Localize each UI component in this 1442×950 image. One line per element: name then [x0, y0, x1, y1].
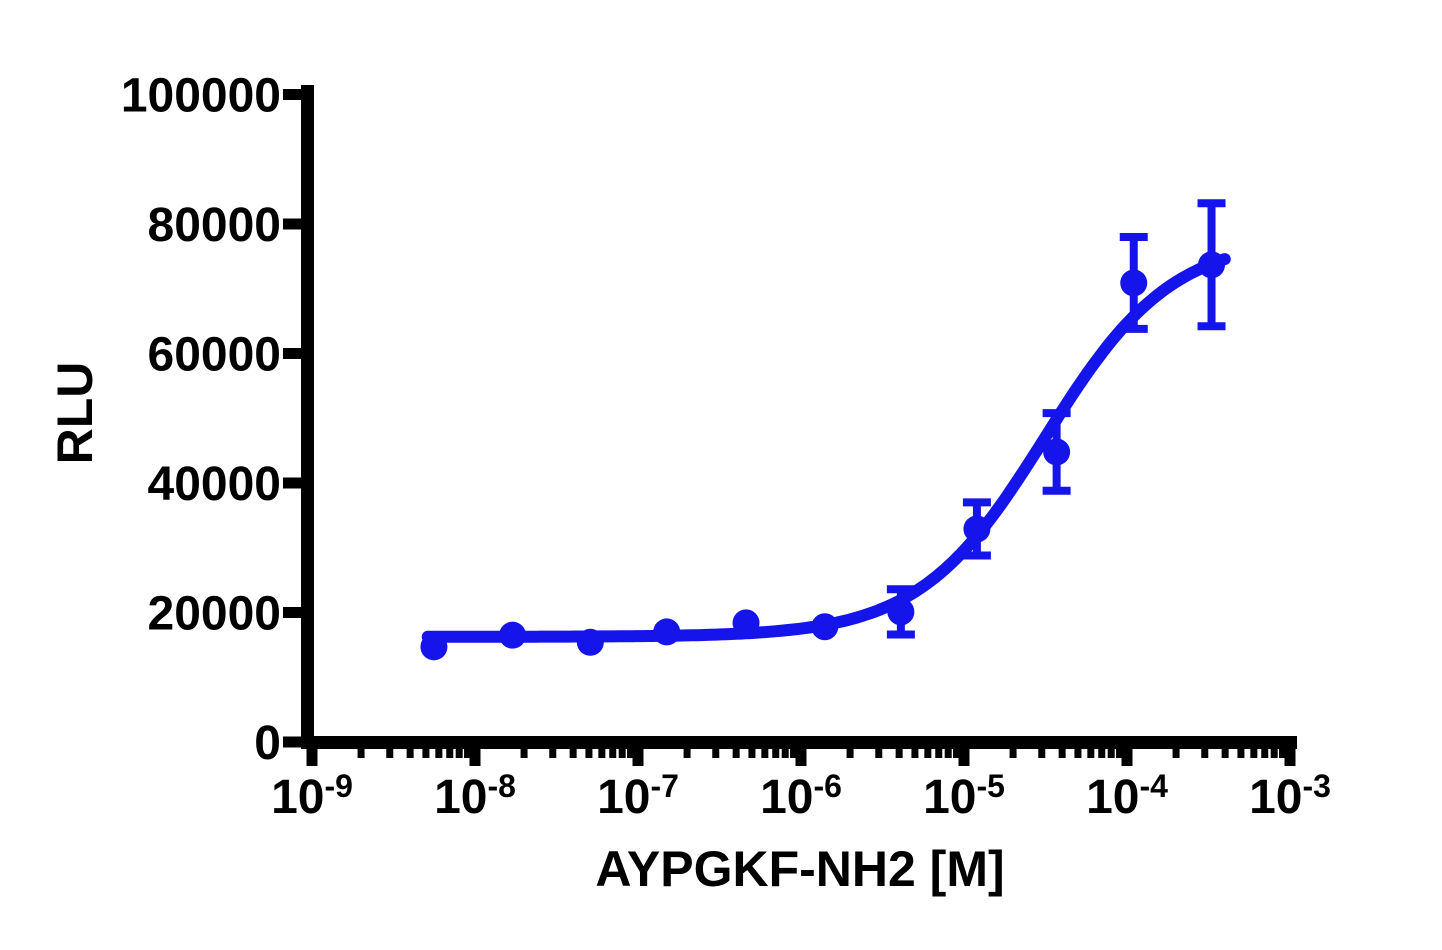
- data-point: [811, 613, 839, 641]
- x-minor-tick: [609, 749, 617, 758]
- y-tick-label: 40000: [148, 458, 281, 511]
- y-axis-line: [301, 85, 314, 749]
- y-axis: 0 20000 40000 60000 80000 100000 RLU: [47, 70, 314, 770]
- x-minor-tick: [1250, 749, 1258, 758]
- x-minor-tick: [1009, 749, 1017, 758]
- x-minor-tick: [846, 749, 854, 758]
- x-minor-tick: [1058, 749, 1066, 758]
- x-minor-tick: [406, 749, 414, 758]
- x-minor-tick: [446, 749, 454, 758]
- y-ticks: 0 20000 40000 60000 80000 100000: [121, 70, 301, 770]
- x-minor-tick: [1261, 749, 1269, 758]
- data-point: [963, 515, 991, 543]
- data-point: [576, 628, 604, 656]
- x-major-tick: [469, 749, 481, 766]
- plot-area: [420, 199, 1231, 661]
- y-major-tick: [283, 477, 301, 489]
- data-point: [1198, 251, 1226, 279]
- x-major-tick: [1121, 749, 1133, 766]
- x-minor-tick: [953, 749, 961, 758]
- x-tick-label: 10-9: [271, 768, 353, 824]
- x-minor-tick: [1237, 749, 1245, 758]
- data-point: [420, 633, 448, 661]
- x-minor-tick: [895, 749, 903, 758]
- x-minor-tick: [1172, 749, 1180, 758]
- x-minor-tick: [772, 749, 780, 758]
- x-minor-tick: [386, 749, 394, 758]
- x-minor-tick: [464, 749, 472, 758]
- x-minor-tick: [357, 749, 365, 758]
- x-minor-tick: [422, 749, 430, 758]
- data-point: [499, 621, 527, 649]
- x-minor-tick: [1116, 749, 1124, 758]
- x-minor-tick: [627, 749, 635, 758]
- x-minor-tick: [549, 749, 557, 758]
- data-point: [1120, 269, 1148, 297]
- x-major-tick: [306, 749, 318, 766]
- x-minor-tick: [1201, 749, 1209, 758]
- y-tick-label: 0: [254, 717, 281, 770]
- y-tick-label: 100000: [121, 70, 281, 123]
- x-minor-tick: [1098, 749, 1106, 758]
- x-minor-tick: [875, 749, 883, 758]
- x-major-tick: [1284, 749, 1296, 766]
- x-minor-tick: [435, 749, 443, 758]
- y-tick-label: 80000: [148, 199, 281, 252]
- x-minor-tick: [598, 749, 606, 758]
- x-minor-tick: [455, 749, 463, 758]
- y-major-tick: [283, 89, 301, 100]
- x-ticks: 10-9 10-8 10-7 10-6 10-5 10-4 10-3: [271, 749, 1331, 824]
- y-major-tick: [283, 218, 301, 230]
- x-axis: 10-9 10-8 10-7 10-6 10-5 10-4 10-3 AYPGKF-NH2 …: [271, 736, 1331, 897]
- x-minor-tick: [911, 749, 919, 758]
- x-minor-tick: [683, 749, 691, 758]
- x-tick-label: 10-7: [597, 768, 679, 824]
- x-major-tick: [632, 749, 644, 766]
- y-axis-title: RLU: [47, 362, 103, 465]
- x-minor-tick: [569, 749, 577, 758]
- data-point: [887, 598, 915, 626]
- y-major-tick: [283, 736, 301, 748]
- x-minor-tick: [1038, 749, 1046, 758]
- x-minor-tick: [732, 749, 740, 758]
- x-minor-tick: [761, 749, 769, 758]
- x-tick-label: 10-3: [1249, 768, 1331, 824]
- x-minor-tick: [585, 749, 593, 758]
- data-point: [653, 618, 681, 646]
- x-minor-tick: [1270, 749, 1278, 758]
- x-minor-tick: [712, 749, 720, 758]
- x-minor-tick: [1221, 749, 1229, 758]
- data-point: [732, 609, 760, 637]
- x-minor-tick: [1087, 749, 1095, 758]
- x-major-tick: [795, 749, 807, 766]
- y-major-tick: [283, 607, 301, 618]
- x-axis-title: AYPGKF-NH2 [M]: [595, 841, 1004, 897]
- data-points: [420, 251, 1226, 661]
- x-minor-tick: [781, 749, 789, 758]
- x-minor-tick: [748, 749, 756, 758]
- y-tick-label: 60000: [148, 329, 281, 382]
- x-minor-tick: [1107, 749, 1115, 758]
- x-axis-line: [301, 736, 1297, 749]
- x-minor-tick: [944, 749, 952, 758]
- y-major-tick: [283, 348, 301, 359]
- x-major-tick: [958, 749, 970, 766]
- x-tick-label: 10-6: [760, 768, 842, 824]
- x-tick-label: 10-5: [923, 768, 1005, 824]
- x-minor-tick: [1279, 749, 1287, 758]
- x-minor-tick: [790, 749, 798, 758]
- x-minor-tick: [520, 749, 528, 758]
- x-tick-label: 10-4: [1086, 768, 1168, 824]
- y-tick-label: 20000: [148, 588, 281, 641]
- x-minor-tick: [924, 749, 932, 758]
- x-minor-tick: [935, 749, 943, 758]
- fit-curve: [421, 253, 1231, 643]
- x-tick-label: 10-8: [434, 768, 516, 824]
- data-point: [1043, 438, 1071, 466]
- x-minor-tick: [618, 749, 626, 758]
- x-minor-tick: [1074, 749, 1082, 758]
